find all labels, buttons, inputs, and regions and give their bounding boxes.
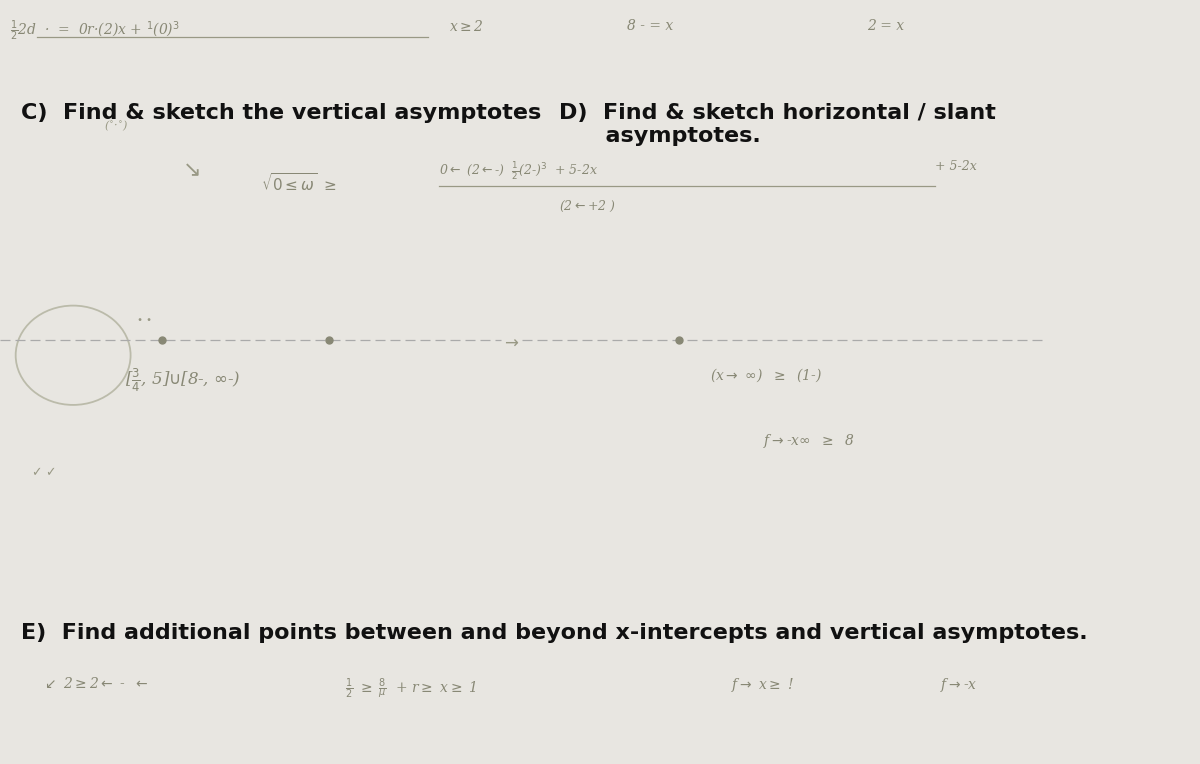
Text: D)  Find & sketch horizontal / slant
      asymptotes.: D) Find & sketch horizontal / slant asym… [559,103,996,147]
Text: E)  Find additional points between and beyond x-intercepts and vertical asymptot: E) Find additional points between and be… [20,623,1087,643]
Text: x$\geq$2: x$\geq$2 [449,19,484,34]
Text: 8 - = x: 8 - = x [626,19,673,33]
Text: + 5-2x: + 5-2x [935,160,977,173]
Text: $\checkmark$ $\checkmark$: $\checkmark$ $\checkmark$ [31,466,56,479]
Text: [$\frac{3}{4}$, 5]$\cup$[8-, $\infty$-): [$\frac{3}{4}$, 5]$\cup$[8-, $\infty$-) [125,367,241,394]
Text: $\frac{1}{2}$2d  ·  =  0r·(2)x + $^1$(0)$^3$: $\frac{1}{2}$2d · = 0r·(2)x + $^1$(0)$^3… [11,19,180,44]
Text: (2$\leftarrow$+2 ): (2$\leftarrow$+2 ) [559,199,616,214]
Text: $\bullet$ $\bullet$: $\bullet$ $\bullet$ [136,315,151,325]
Text: 2 = x: 2 = x [868,19,905,33]
Text: f$\rightarrow$-x: f$\rightarrow$-x [941,676,978,694]
Text: $\searrow$: $\searrow$ [178,160,199,180]
Text: (x$\rightarrow$ $\infty$)  $\geq$  (1-): (x$\rightarrow$ $\infty$) $\geq$ (1-) [710,367,822,384]
Text: C)  Find & sketch the vertical asymptotes: C) Find & sketch the vertical asymptotes [20,103,541,123]
Text: $\swarrow$ 2$\geq$2$\leftarrow$ -  $\leftarrow$: $\swarrow$ 2$\geq$2$\leftarrow$ - $\left… [42,676,149,691]
Text: ($^{\circ}$·$^{\circ}$): ($^{\circ}$·$^{\circ}$) [104,118,128,133]
Text: 0$\leftarrow$ (2$\leftarrow$-)  $\frac{1}{2}$(2-)$^3$  + 5-2x: 0$\leftarrow$ (2$\leftarrow$-) $\frac{1}… [439,160,598,183]
Text: $\sqrt{0{\leq}\omega}$ $\geq$: $\sqrt{0{\leq}\omega}$ $\geq$ [262,172,336,194]
Text: $\frac{1}{2}$ $\geq$ $\frac{8}{\mu}$  + r$\geq$ x$\geq$ 1: $\frac{1}{2}$ $\geq$ $\frac{8}{\mu}$ + r… [344,676,476,701]
Text: f$\rightarrow$ x$\geq$ !: f$\rightarrow$ x$\geq$ ! [731,676,794,694]
Text: $\rightarrow$: $\rightarrow$ [502,332,520,351]
Text: f$\rightarrow$-x$\infty$  $\geq$  8: f$\rightarrow$-x$\infty$ $\geq$ 8 [763,432,854,450]
